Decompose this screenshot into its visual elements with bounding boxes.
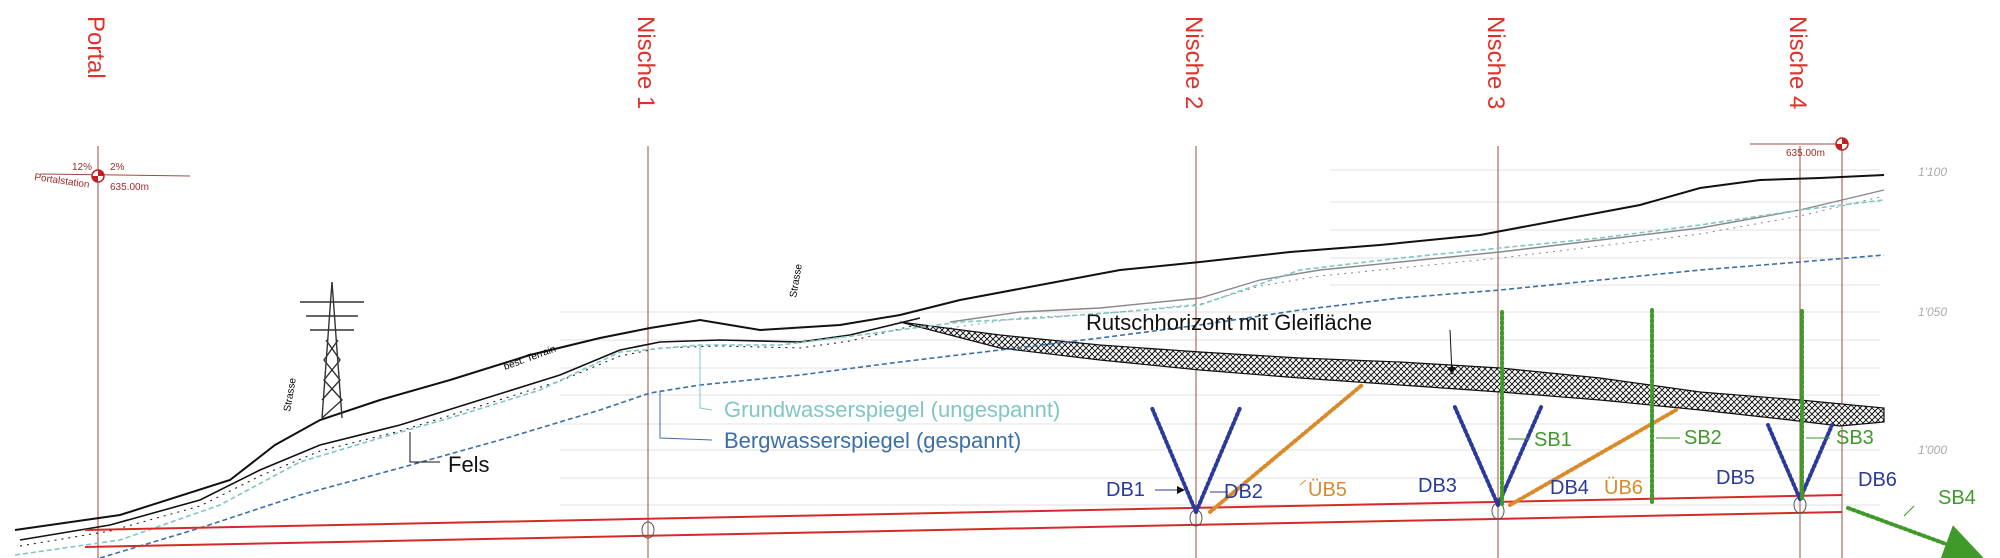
label-bergwasser: Bergwasserspiegel (gespannt): [724, 428, 1021, 453]
label-sb3: SB3: [1836, 427, 1874, 449]
end-marker-elevation: 635.00m: [1786, 148, 1825, 159]
ub5-line: [1208, 383, 1364, 514]
station-label-nische-3: Nische 3: [1482, 16, 1509, 109]
label-db6: DB6: [1858, 469, 1897, 491]
upper-rock-surface: [949, 189, 1885, 323]
label-db5: DB5: [1716, 467, 1755, 489]
label-ub6: ÜB6: [1604, 477, 1643, 499]
upper-rock-ticks: [949, 195, 1885, 329]
db4-line: [1496, 403, 1544, 507]
db3-line: [1452, 403, 1500, 507]
portal-grade-right: 2%: [110, 162, 125, 173]
station-label-nische-4: Nische 4: [1784, 16, 1811, 109]
niche-1-shape: [641, 521, 655, 539]
label-sb2: SB2: [1684, 427, 1722, 449]
db1-line: [1150, 406, 1198, 514]
label-db2: DB2: [1224, 481, 1263, 503]
elevation-tick-1000: 1'000: [1918, 443, 1947, 457]
label-ub5: ÜB5: [1308, 479, 1347, 501]
terrain-line: [14, 174, 1885, 531]
end-marker: 635.00m: [1750, 137, 1849, 159]
elevation-tick-1100: 1'100: [1918, 165, 1947, 179]
sliding-horizon-band: [899, 321, 1885, 427]
rock-surface-line: [19, 317, 921, 541]
station-label-nische-1: Nische 1: [632, 16, 659, 109]
bergwasser-line: [99, 254, 1885, 558]
station-label-portal: Portal: [82, 16, 109, 79]
db6-line: [1798, 423, 1834, 501]
rock-surface-ticks: [19, 323, 921, 547]
label-strasse-1: Strasse: [282, 377, 299, 413]
grundwasser-line: [14, 199, 1885, 556]
station-label-nische-2: Nische 2: [1180, 16, 1207, 109]
label-strasse-2: Strasse: [788, 263, 805, 299]
label-db1: DB1: [1106, 479, 1145, 501]
sb4-line: [1846, 506, 1984, 558]
ub6-line: [1508, 408, 1678, 507]
db-boreholes: [1150, 403, 1834, 514]
tunnel-invert: [84, 511, 1843, 548]
ub-boreholes: [1208, 383, 1678, 514]
db5-line: [1766, 423, 1802, 501]
label-grundwasser: Grundwasserspiegel (ungespannt): [724, 397, 1060, 422]
label-sb1: SB1: [1534, 429, 1572, 451]
tunnel: [84, 494, 1843, 548]
db2-line: [1194, 406, 1242, 514]
label-fels: Fels: [448, 452, 490, 477]
label-terrain: best. Terrain: [502, 344, 557, 373]
leader-lines: [409, 329, 1915, 517]
sb-boreholes: [1500, 306, 1984, 558]
label-db4: DB4: [1550, 477, 1589, 499]
label-db3: DB3: [1418, 475, 1457, 497]
elevation-tick-1050: 1'050: [1918, 305, 1947, 319]
label-rutschhorizont: Rutschhorizont mit Gleifläche: [1086, 310, 1372, 335]
portal-elevation: 635.00m: [110, 182, 149, 193]
pylon-icon: [300, 281, 364, 419]
portal-grade-left: 12%: [72, 162, 92, 173]
label-sb4: SB4: [1938, 487, 1976, 509]
portal-marker: 12% 2% Portalstation 635.00m: [34, 162, 191, 193]
tunnel-crown: [84, 494, 1843, 531]
